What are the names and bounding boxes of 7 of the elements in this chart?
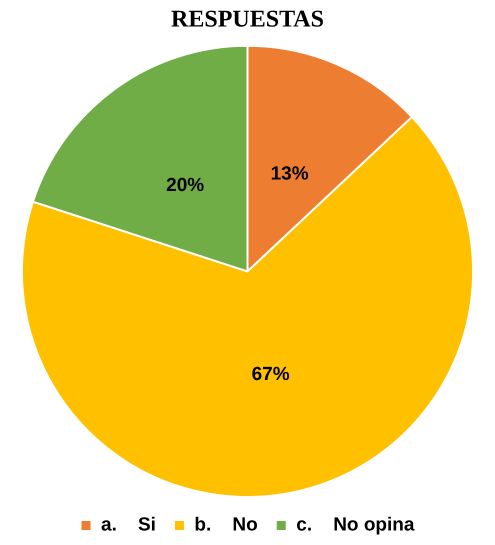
legend-label: a. Si	[101, 514, 156, 536]
data-label: 13%	[270, 163, 309, 184]
legend-label: c. No opina	[296, 514, 415, 536]
data-label: 20%	[166, 174, 204, 196]
legend-label: b. No	[194, 514, 258, 536]
chart-title: RESPUESTAS	[171, 6, 324, 33]
data-label: 67%	[252, 364, 290, 386]
